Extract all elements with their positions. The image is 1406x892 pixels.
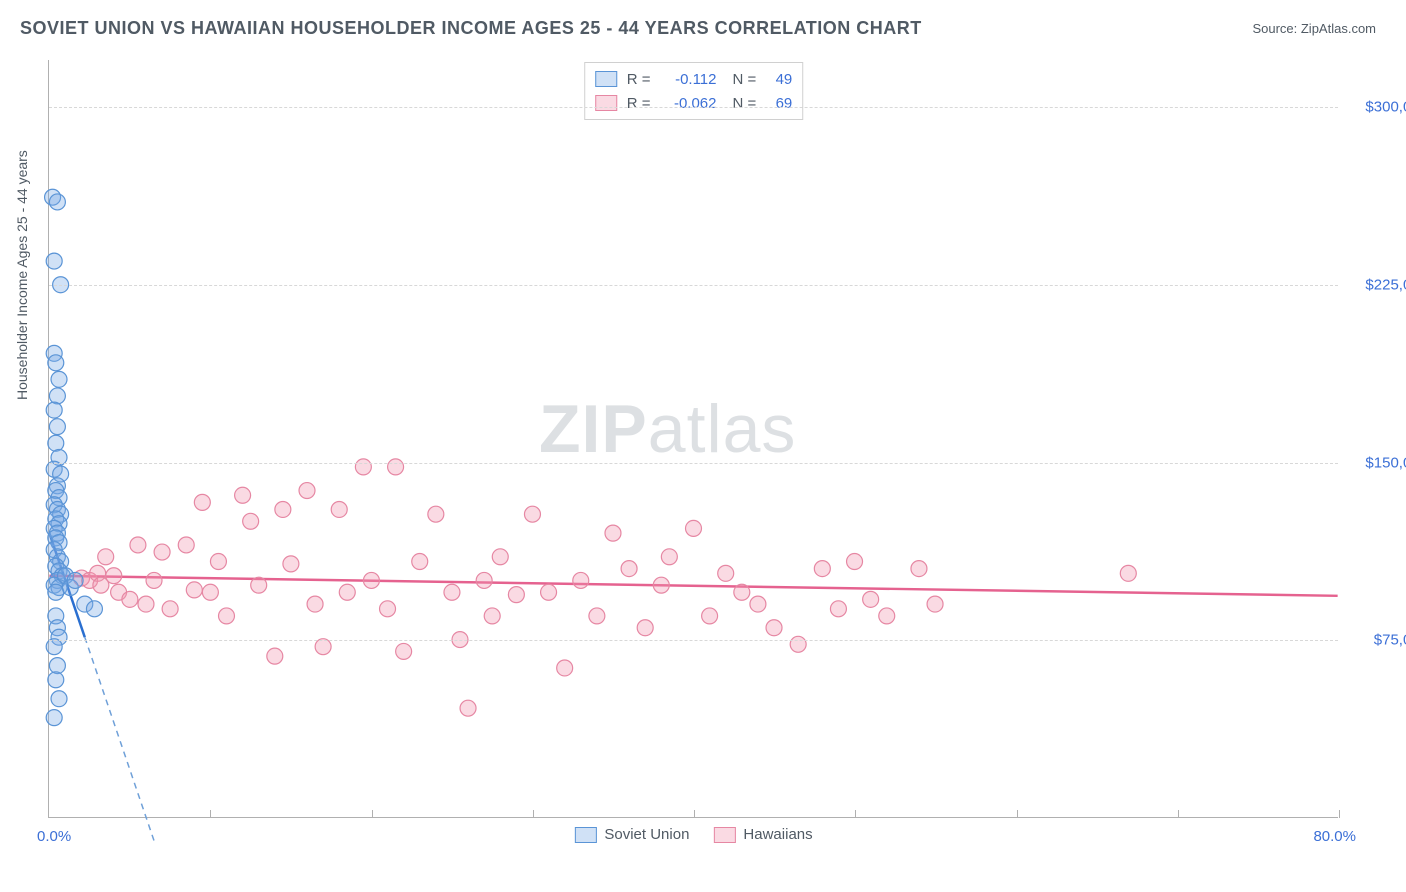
y-tick-label: $75,000 [1348, 632, 1406, 649]
legend-item-hawaiians: Hawaiians [713, 826, 812, 843]
chart-title: SOVIET UNION VS HAWAIIAN HOUSEHOLDER INC… [20, 18, 922, 39]
scatter-svg [49, 60, 1338, 817]
legend-item-soviet: Soviet Union [574, 826, 689, 843]
x-min-label: 0.0% [37, 828, 71, 845]
y-tick-label: $225,000 [1348, 277, 1406, 294]
y-axis-label: Householder Income Ages 25 - 44 years [14, 150, 30, 400]
source-label: Source: ZipAtlas.com [1252, 21, 1376, 36]
swatch-soviet-icon [574, 827, 596, 843]
series-legend: Soviet Union Hawaiians [574, 826, 812, 843]
y-tick-label: $300,000 [1348, 99, 1406, 116]
chart-plot-area: ZIPatlas R =-0.112 N =49 R =-0.062 N =69… [48, 60, 1338, 818]
swatch-hawaiians-icon [713, 827, 735, 843]
y-tick-label: $150,000 [1348, 454, 1406, 471]
x-max-label: 80.0% [1313, 828, 1356, 845]
